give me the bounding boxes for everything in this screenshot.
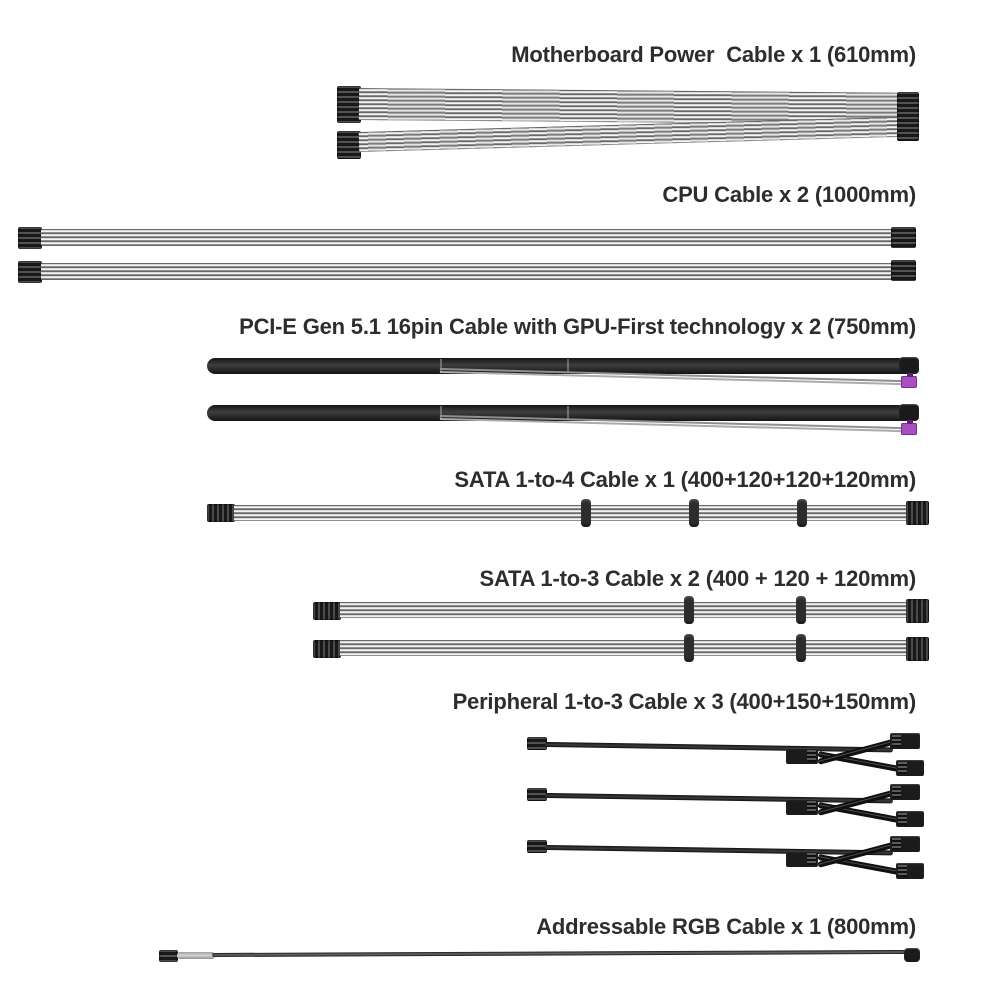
- molex-connector-icon: [786, 851, 818, 867]
- psu-side-connector-icon: [313, 640, 341, 658]
- pcie-sense-connector-icon: [901, 420, 917, 435]
- sata-connector-icon: [797, 499, 807, 527]
- sata-connector-icon: [684, 634, 694, 662]
- psu-side-connector-icon: [337, 131, 361, 159]
- sata-connector-icon: [689, 499, 699, 527]
- sata-connector-icon: [796, 634, 806, 662]
- molex-connector-icon: [896, 863, 924, 879]
- argb-cable-sleeve: [177, 952, 215, 959]
- sata-connector-icon: [906, 599, 929, 623]
- psu-side-connector-icon: [337, 86, 361, 123]
- argb-cable-wire: [211, 949, 908, 957]
- peripheral-cable: [527, 780, 937, 838]
- molex-connector-icon: [896, 811, 924, 827]
- sata-cable-ribbon: [340, 602, 908, 618]
- label-peripheral-cable: Peripheral 1-to-3 Cable x 3 (400+150+150…: [452, 689, 917, 714]
- label-argb-cable: Addressable RGB Cable x 1 (800mm): [536, 914, 916, 939]
- pcie-16pin-connector-icon: [899, 404, 919, 421]
- molex-connector-icon: [890, 836, 920, 852]
- sata-connector-icon: [796, 596, 806, 624]
- peripheral-main-wire: [544, 742, 893, 753]
- label-cpu-cable: CPU Cable x 2 (1000mm): [662, 182, 916, 207]
- label-motherboard-cable: Motherboard Power Cable x 1 (610mm): [511, 42, 916, 67]
- eps-connector-icon: [891, 260, 916, 281]
- eps-connector-icon: [18, 227, 42, 249]
- pcie-sense-connector-icon: [901, 373, 917, 388]
- sata-connector-icon: [906, 501, 929, 525]
- peripheral-main-wire: [544, 793, 893, 804]
- atx-24pin-connector-icon: [897, 92, 919, 141]
- molex-connector-icon: [890, 733, 920, 749]
- cable-comb-divider: [440, 359, 442, 373]
- label-sata-1to3-cable: SATA 1-to-3 Cable x 2 (400 + 120 + 120mm…: [479, 566, 917, 591]
- sata-cable-ribbon: [340, 640, 908, 656]
- sata-cable-ribbon: [234, 505, 908, 521]
- pcie-cable-sleeve: [207, 405, 919, 421]
- cable-comb-divider: [440, 406, 442, 420]
- peripheral-cable: [527, 729, 937, 787]
- eps-connector-icon: [18, 261, 42, 283]
- peripheral-main-wire: [544, 845, 893, 856]
- psu-side-connector-icon: [527, 737, 547, 750]
- pcie-cable-sleeve: [207, 358, 919, 374]
- psu-side-connector-icon: [527, 840, 547, 853]
- psu-side-connector-icon: [207, 504, 235, 522]
- molex-connector-icon: [896, 760, 924, 776]
- psu-side-connector-icon: [313, 602, 341, 620]
- argb-connector-icon: [159, 950, 178, 962]
- cpu-cable-ribbon: [41, 229, 893, 246]
- label-sata-1to4-cable: SATA 1-to-4 Cable x 1 (400+120+120+120mm…: [454, 467, 916, 492]
- sata-connector-icon: [684, 596, 694, 624]
- molex-connector-icon: [786, 748, 818, 764]
- cpu-cable-ribbon: [41, 263, 893, 280]
- peripheral-cable: [527, 832, 937, 890]
- molex-connector-icon: [890, 784, 920, 800]
- argb-connector-icon: [904, 948, 920, 962]
- cable-comb-divider: [567, 359, 569, 373]
- label-pcie-cable: PCI-E Gen 5.1 16pin Cable with GPU-First…: [239, 314, 916, 339]
- molex-connector-icon: [786, 799, 818, 815]
- cable-comb-divider: [567, 406, 569, 420]
- pcie-16pin-connector-icon: [899, 357, 919, 374]
- eps-connector-icon: [891, 227, 916, 248]
- psu-side-connector-icon: [527, 788, 547, 801]
- sata-connector-icon: [581, 499, 591, 527]
- sata-connector-icon: [906, 637, 929, 661]
